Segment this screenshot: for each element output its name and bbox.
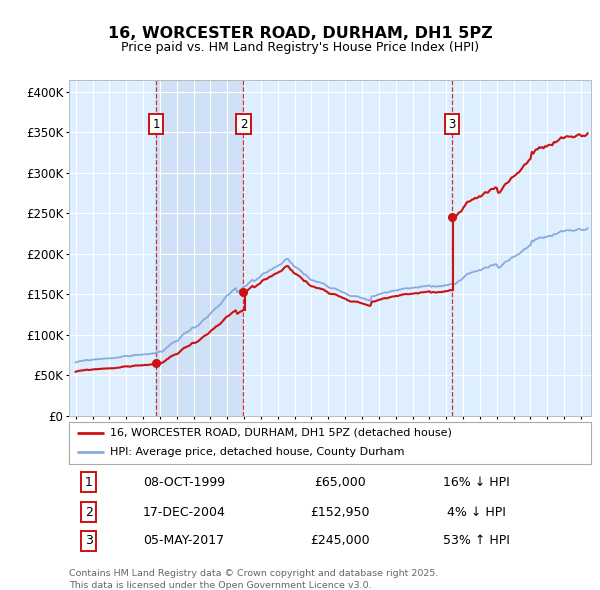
Text: 2: 2	[85, 506, 93, 519]
Text: 2: 2	[239, 118, 247, 131]
Text: £65,000: £65,000	[314, 476, 367, 489]
Text: 17-DEC-2004: 17-DEC-2004	[142, 506, 225, 519]
Text: Price paid vs. HM Land Registry's House Price Index (HPI): Price paid vs. HM Land Registry's House …	[121, 41, 479, 54]
Text: 16, WORCESTER ROAD, DURHAM, DH1 5PZ (detached house): 16, WORCESTER ROAD, DURHAM, DH1 5PZ (det…	[110, 428, 452, 438]
Text: £152,950: £152,950	[311, 506, 370, 519]
Text: 08-OCT-1999: 08-OCT-1999	[143, 476, 225, 489]
Text: 1: 1	[152, 118, 160, 131]
Text: 4% ↓ HPI: 4% ↓ HPI	[447, 506, 506, 519]
Text: 3: 3	[85, 535, 93, 548]
Bar	[156, 80, 244, 416]
Text: 53% ↑ HPI: 53% ↑ HPI	[443, 535, 509, 548]
Text: HPI: Average price, detached house, County Durham: HPI: Average price, detached house, Coun…	[110, 447, 404, 457]
Text: Contains HM Land Registry data © Crown copyright and database right 2025.
This d: Contains HM Land Registry data © Crown c…	[69, 569, 439, 590]
Text: 05-MAY-2017: 05-MAY-2017	[143, 535, 224, 548]
Text: 1: 1	[85, 476, 93, 489]
Text: 16, WORCESTER ROAD, DURHAM, DH1 5PZ: 16, WORCESTER ROAD, DURHAM, DH1 5PZ	[107, 25, 493, 41]
Text: £245,000: £245,000	[311, 535, 370, 548]
Text: 16% ↓ HPI: 16% ↓ HPI	[443, 476, 509, 489]
Text: 3: 3	[448, 118, 455, 131]
